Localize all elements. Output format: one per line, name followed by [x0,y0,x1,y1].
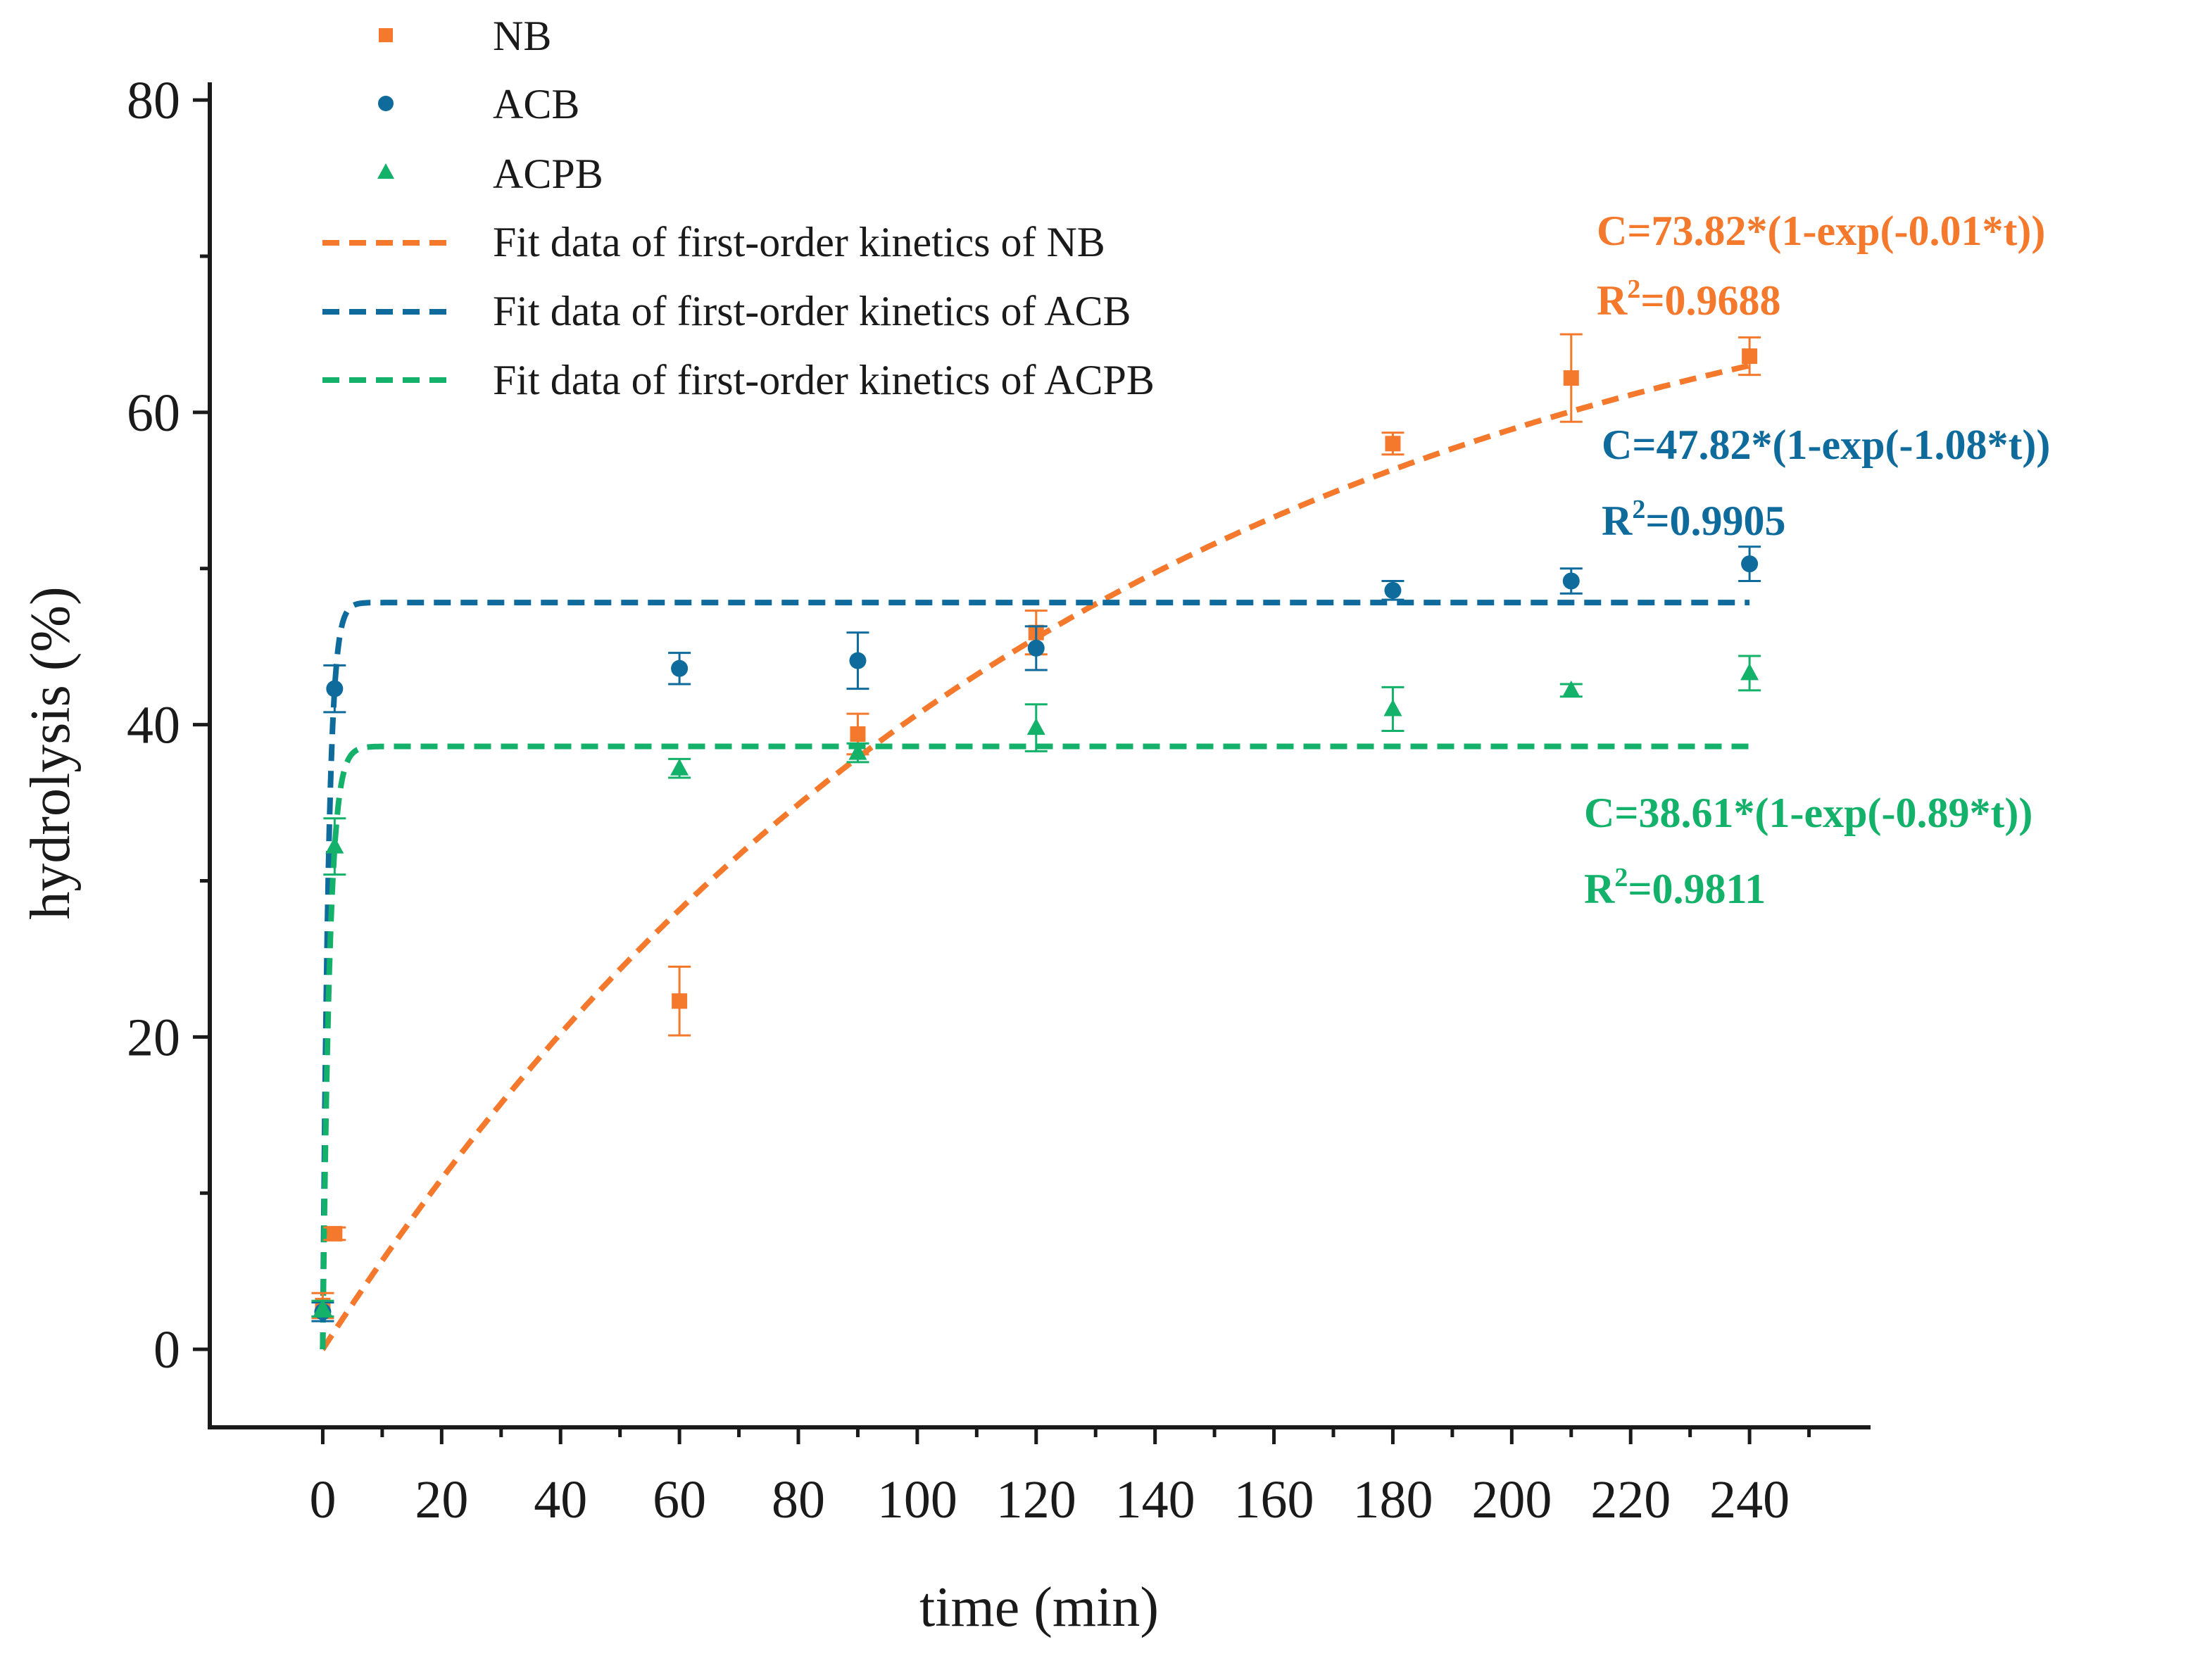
point-acb [1027,639,1045,657]
equation-acb: C=47.82*(1-exp(-1.08*t)) [1602,422,2050,468]
x-axis-title: time (min) [919,1577,1159,1638]
point-acb [326,680,344,697]
x-tick-label: 60 [653,1470,706,1529]
x-tick-label: 100 [877,1470,957,1529]
fit-curves [320,362,1750,1351]
y-axis-title: hydrolysis (%) [20,586,82,919]
x-tick-label: 80 [772,1470,825,1529]
r2-nb-sup: 2 [1627,274,1640,304]
equation-acpb: C=38.61*(1-exp(-0.89*t)) [1584,790,2032,836]
legend-marker-acb [378,96,394,111]
legend-marker-acpb [377,163,394,179]
point-acpb [313,1299,332,1316]
point-acb [1384,581,1402,599]
r2-nb-label: R [1597,277,1628,324]
point-acpb [1561,680,1581,697]
point-acb [1562,572,1580,590]
point-nb [850,726,866,742]
x-tick-label: 140 [1115,1470,1195,1529]
r2-acpb-value: =0.9811 [1628,866,1766,912]
r2-acb-value: =0.9905 [1645,498,1785,544]
point-nb [672,993,688,1009]
point-acpb [1740,663,1759,681]
point-acb [671,659,689,677]
x-tick-label: 240 [1709,1470,1790,1529]
x-tick-label: 220 [1590,1470,1671,1529]
equation-nb: C=73.82*(1-exp(-0.01*t)) [1597,208,2045,254]
point-acpb [1383,699,1402,716]
x-tick-label: 40 [534,1470,587,1529]
legend-label-fit-acb: Fit data of first-order kinetics of ACB [493,288,1131,334]
y-tick-label: 60 [127,384,180,443]
fit-curve-acb [320,600,1750,1350]
fit-annotations: C=73.82*(1-exp(-0.01*t)) R2=0.9688 C=47.… [1584,208,2050,912]
x-tick-label: 180 [1352,1470,1433,1529]
y-tick-label: 80 [127,71,180,130]
x-tick-label: 0 [309,1470,336,1529]
r2-nb: R2=0.9688 [1597,274,1781,324]
point-acpb [325,836,344,854]
point-nb [1563,370,1579,386]
r2-acb-label: R [1602,498,1633,544]
x-tick-label: 120 [996,1470,1076,1529]
y-tick-label: 0 [153,1320,180,1379]
fit-curve-acpb [320,743,1750,1350]
point-nb [1742,348,1758,365]
point-acpb [1026,718,1045,735]
legend-label-acpb: ACPB [493,151,603,197]
r2-acb: R2=0.9905 [1602,495,1786,544]
x-tick-label: 160 [1234,1470,1314,1529]
r2-acpb-sup: 2 [1614,863,1628,892]
x-tick-label: 20 [415,1470,468,1529]
legend-label-fit-acpb: Fit data of first-order kinetics of ACPB [493,357,1155,403]
y-tick-label: 20 [127,1008,180,1067]
axes: 0 20 40 60 80 0 20 40 60 80 100 120 140 160 180 200 220 2… [127,71,1871,1529]
legend-label-nb: NB [493,13,551,59]
point-acpb [670,758,689,776]
legend-label-acb: ACB [493,81,579,127]
y-tick-label: 40 [127,696,180,755]
fit-curve-nb [320,362,1750,1351]
x-tick-label: 200 [1471,1470,1552,1529]
point-nb [327,1225,343,1242]
legend-label-fit-nb: Fit data of first-order kinetics of NB [493,219,1105,265]
point-acpb [848,743,867,760]
r2-acpb-label: R [1584,866,1615,912]
legend: NB ACB ACPB Fit data of first-order kine… [322,13,1155,403]
r2-acpb: R2=0.9811 [1584,863,1766,912]
point-acb [849,652,867,669]
r2-nb-value: =0.9688 [1640,277,1780,324]
point-acb [1741,555,1759,573]
r2-acb-sup: 2 [1632,495,1645,524]
legend-marker-nb [379,28,393,42]
point-nb [1385,436,1401,452]
data-points [311,333,1761,1322]
